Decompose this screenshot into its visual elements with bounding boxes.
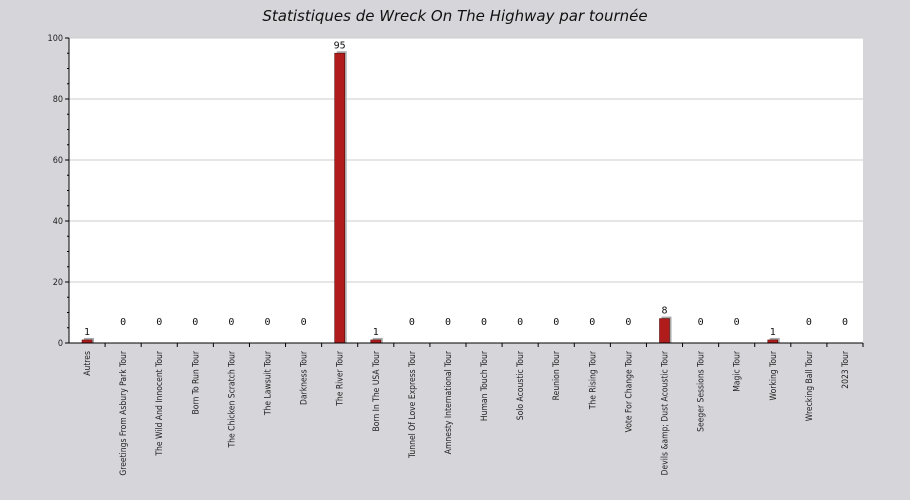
category-label: Human Touch Tour bbox=[480, 350, 490, 421]
data-label: 1 bbox=[770, 327, 776, 338]
category-label: Solo Acoustic Tour bbox=[516, 350, 526, 420]
category-label: The River Tour bbox=[336, 350, 346, 407]
chart-title: Statistiques de Wreck On The Highway par… bbox=[262, 7, 647, 25]
data-label: 0 bbox=[445, 317, 451, 328]
data-label: 0 bbox=[156, 317, 162, 328]
category-label: Born In The USA Tour bbox=[372, 350, 382, 431]
category-label: Reunion Tour bbox=[552, 350, 562, 400]
data-label: 1 bbox=[84, 327, 90, 338]
data-label: 0 bbox=[120, 317, 126, 328]
data-label: 0 bbox=[589, 317, 595, 328]
axes bbox=[65, 37, 864, 347]
data-label: 0 bbox=[409, 317, 415, 328]
data-label: 0 bbox=[192, 317, 198, 328]
category-label: The Chicken Scratch Tour bbox=[227, 350, 237, 448]
data-label: 0 bbox=[517, 317, 523, 328]
bar bbox=[659, 318, 670, 344]
y-tick-label: 80 bbox=[53, 95, 63, 105]
category-label: Wrecking Ball Tour bbox=[805, 350, 815, 421]
category-label: Greetings From Asbury Park Tour bbox=[119, 350, 129, 475]
data-label: 0 bbox=[734, 317, 740, 328]
category-label: Working Tour bbox=[769, 350, 779, 400]
data-label: 0 bbox=[481, 317, 487, 328]
data-label: 0 bbox=[625, 317, 631, 328]
y-tick-label: 20 bbox=[53, 278, 63, 288]
category-label: The Rising Tour bbox=[588, 350, 598, 410]
y-tick-label: 100 bbox=[48, 34, 63, 44]
data-label: 0 bbox=[806, 317, 812, 328]
category-label: Magic Tour bbox=[733, 350, 743, 392]
data-label: 0 bbox=[264, 317, 270, 328]
category-label: Autres bbox=[83, 351, 93, 376]
data-label: 0 bbox=[301, 317, 307, 328]
category-label: Amnesty International Tour bbox=[444, 350, 454, 454]
category-label: Devils &amp; Dust Acoustic Tour bbox=[661, 350, 671, 475]
data-label: 95 bbox=[334, 40, 346, 51]
data-label: 0 bbox=[553, 317, 559, 328]
data-label: 1 bbox=[373, 327, 379, 338]
bar bbox=[334, 52, 345, 344]
category-label: 2023 Tour bbox=[841, 350, 851, 389]
data-label: 0 bbox=[842, 317, 848, 328]
category-label: Darkness Tour bbox=[300, 350, 310, 405]
data-label: 0 bbox=[698, 317, 704, 328]
y-tick-label: 40 bbox=[53, 217, 63, 227]
grid-lines bbox=[69, 37, 863, 283]
plot-area bbox=[69, 38, 863, 343]
category-label: Born To Run Tour bbox=[191, 350, 201, 414]
data-label: 0 bbox=[228, 317, 234, 328]
data-label: 8 bbox=[661, 306, 667, 317]
category-label: The Lawsuit Tour bbox=[264, 350, 274, 416]
category-label: Vote For Change Tour bbox=[624, 350, 634, 432]
category-label: Tunnel Of Love Express Tour bbox=[408, 350, 418, 459]
category-label: Seeger Sessions Tour bbox=[697, 350, 707, 432]
y-tick-label: 0 bbox=[58, 339, 63, 349]
y-tick-label: 60 bbox=[53, 156, 63, 166]
category-label: The Wild And Innocent Tour bbox=[155, 350, 165, 456]
